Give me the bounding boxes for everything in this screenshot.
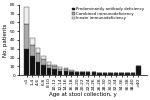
Bar <box>69 72 74 75</box>
Bar <box>36 53 40 62</box>
Bar <box>47 64 51 68</box>
X-axis label: Age at stool collection, y: Age at stool collection, y <box>49 92 117 96</box>
Bar <box>47 68 51 75</box>
Bar <box>24 24 29 49</box>
Bar <box>86 72 90 75</box>
Bar <box>24 7 29 24</box>
Bar <box>131 73 135 75</box>
Bar <box>136 66 141 75</box>
Bar <box>69 70 74 71</box>
Bar <box>92 72 96 75</box>
Bar <box>69 71 74 72</box>
Bar <box>75 72 79 75</box>
Bar <box>41 59 46 64</box>
Bar <box>64 71 68 75</box>
Bar <box>58 69 63 71</box>
Bar <box>120 73 124 75</box>
Bar <box>52 66 57 69</box>
Bar <box>58 67 63 69</box>
Y-axis label: No. patients: No. patients <box>3 23 8 57</box>
Bar <box>64 68 68 69</box>
Bar <box>125 73 130 75</box>
Bar <box>36 48 40 53</box>
Bar <box>52 64 57 66</box>
Bar <box>58 71 63 75</box>
Bar <box>114 73 118 75</box>
Bar <box>103 73 107 75</box>
Bar <box>47 62 51 64</box>
Bar <box>97 73 102 75</box>
Bar <box>41 64 46 75</box>
Bar <box>108 73 113 75</box>
Bar <box>24 49 29 75</box>
Bar <box>30 45 34 56</box>
Bar <box>36 62 40 75</box>
Bar <box>41 56 46 59</box>
Legend: Predominantly antibody deficiency, Combined immunodeficiency, Innate immunodefic: Predominantly antibody deficiency, Combi… <box>72 7 145 21</box>
Bar <box>80 72 85 75</box>
Bar <box>30 56 34 75</box>
Bar <box>52 69 57 75</box>
Bar <box>64 69 68 71</box>
Bar <box>30 38 34 45</box>
